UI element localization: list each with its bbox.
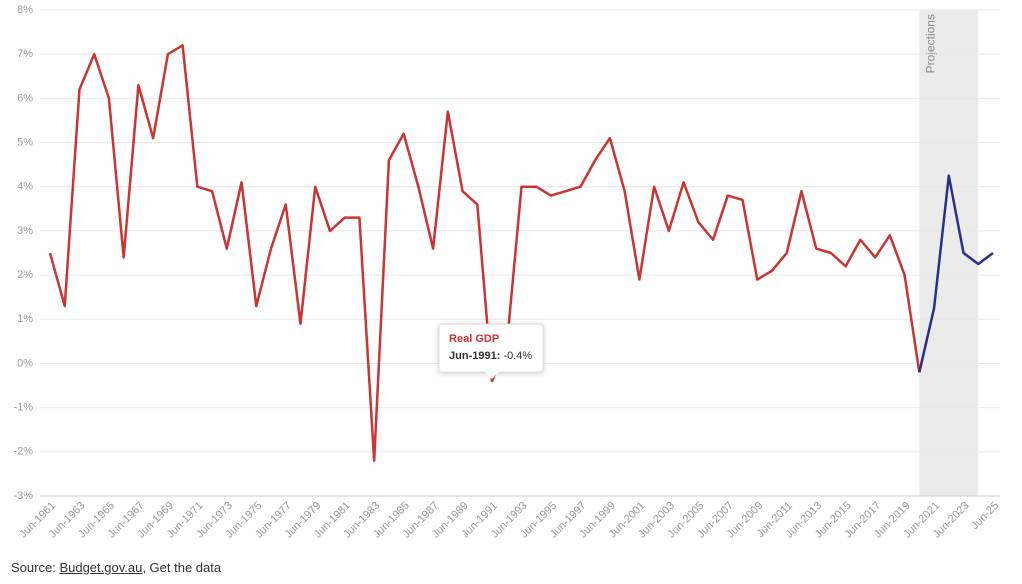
- y-tick-label: 8%: [17, 4, 33, 16]
- tooltip: Real GDP Jun-1991: -0.4%: [438, 323, 544, 380]
- tooltip-colon: :: [497, 350, 504, 362]
- y-tick-label: 4%: [17, 181, 33, 193]
- y-tick-label: 6%: [17, 92, 33, 104]
- y-tick-label: -2%: [13, 446, 33, 458]
- projection-band: [919, 10, 979, 496]
- tooltip-value: -0.4%: [503, 350, 532, 362]
- chart: Projections -3% -2% -1% 0% 1% 2% 3% 4% 5% 6% 7% 8% Ju…: [13, 4, 1001, 541]
- source-link[interactable]: Budget.gov.au: [59, 560, 143, 575]
- page: Projections -3% -2% -1% 0% 1% 2% 3% 4% 5% 6% 7% 8% Ju…: [11, 3, 1002, 575]
- projection-label: Projections: [924, 14, 938, 73]
- tooltip-box: [438, 323, 544, 373]
- tooltip-title: Real GDP: [449, 333, 499, 345]
- x-tick-label: Jun-25: [969, 500, 1001, 532]
- y-tick-label: 7%: [17, 48, 33, 60]
- series-line: [48, 44, 921, 462]
- source-suffix: , Get the data: [142, 560, 222, 575]
- y-tick-label: -3%: [13, 490, 33, 502]
- tooltip-pointer: [485, 371, 500, 380]
- y-tick-label: 1%: [17, 313, 33, 325]
- source-prefix: Source:: [11, 560, 56, 575]
- tooltip-body: Jun-1991: -0.4%: [449, 350, 532, 362]
- y-tick-label: 5%: [17, 136, 33, 148]
- tooltip-category: Jun-1991: [449, 350, 497, 362]
- y-tick-label: -1%: [13, 402, 33, 414]
- y-tick-label: 2%: [17, 269, 33, 281]
- y-tick-label: 3%: [17, 225, 33, 237]
- y-tick-label: 0%: [17, 357, 33, 369]
- series-line: [918, 174, 994, 373]
- source: Source: Budget.gov.au, Get the data: [11, 560, 221, 575]
